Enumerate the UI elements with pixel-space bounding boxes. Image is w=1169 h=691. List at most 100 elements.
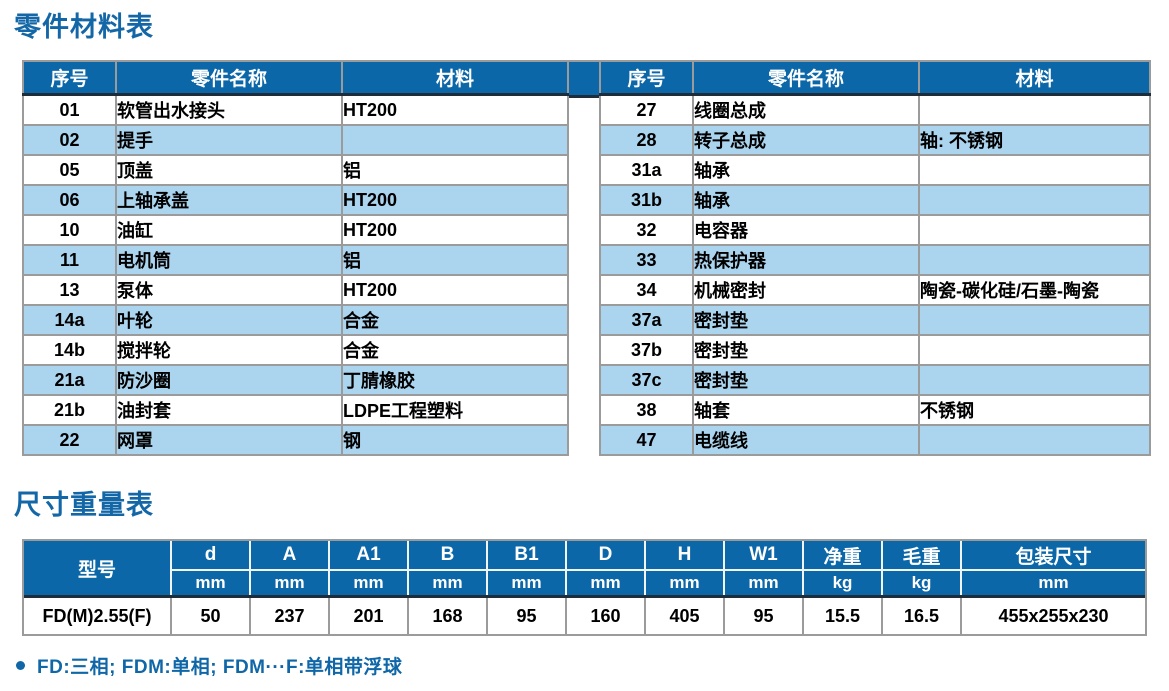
part-number-cell: 05 <box>22 154 117 186</box>
table-row: 27 线圈总成 <box>599 93 1151 126</box>
part-number-cell: 11 <box>22 244 117 276</box>
unit-cell: mm <box>960 569 1145 598</box>
unit-cell: mm <box>249 569 329 598</box>
part-number-cell: 47 <box>599 424 694 456</box>
table-row: 10 油缸 HT200 <box>22 214 569 246</box>
value-cell: 50 <box>170 596 250 634</box>
part-number-cell: 31a <box>599 154 694 186</box>
part-name-cell: 叶轮 <box>115 304 343 336</box>
unit-cell: mm <box>407 569 487 598</box>
part-material-cell <box>341 124 569 156</box>
part-number-cell: 34 <box>599 274 694 306</box>
part-number-cell: 32 <box>599 214 694 246</box>
part-name-cell: 泵体 <box>115 274 343 306</box>
col-header-W1: W1 <box>723 541 803 570</box>
value-cell: 237 <box>249 596 329 634</box>
value-cell: 16.5 <box>881 596 961 634</box>
table-gap-spacer <box>569 60 599 456</box>
part-number-cell: 28 <box>599 124 694 156</box>
part-name-cell: 机械密封 <box>692 274 920 306</box>
part-name-cell: 网罩 <box>115 424 343 456</box>
table-row: 01 软管出水接头 HT200 <box>22 93 569 126</box>
parts-material-table: 序号 零件名称 材料 01 软管出水接头 HT200 02 提手 05 <box>22 60 1151 456</box>
part-name-cell: 软管出水接头 <box>115 93 343 126</box>
dimensions-table-header: 型号 d A A1 B B1 D H W1 净重 毛重 包装尺寸 mm mm m… <box>24 541 1145 598</box>
part-name-cell: 电机筒 <box>115 244 343 276</box>
model-value-cell: FD(M)2.55(F) <box>24 596 171 634</box>
part-name-cell: 搅拌轮 <box>115 334 343 366</box>
table-row: 22 网罩 钢 <box>22 424 569 456</box>
unit-cell: mm <box>486 569 566 598</box>
part-material-cell: 铝 <box>341 154 569 186</box>
part-number-cell: 33 <box>599 244 694 276</box>
unit-cell: mm <box>723 569 803 598</box>
part-name-cell: 防沙圈 <box>115 364 343 396</box>
part-material-cell: HT200 <box>341 274 569 306</box>
part-material-cell: 钢 <box>341 424 569 456</box>
part-number-cell: 14b <box>22 334 117 366</box>
part-number-cell: 37b <box>599 334 694 366</box>
part-name-cell: 密封垫 <box>692 304 920 336</box>
col-header-net-weight: 净重 <box>802 541 882 570</box>
dimensions-table-title: 尺寸重量表 <box>14 490 154 520</box>
table-row: 21a 防沙圈 丁腈橡胶 <box>22 364 569 396</box>
part-name-cell: 提手 <box>115 124 343 156</box>
unit-cell: kg <box>881 569 961 598</box>
parts-table-left-header: 序号 零件名称 材料 <box>22 60 569 96</box>
table-row: 14b 搅拌轮 合金 <box>22 334 569 366</box>
table-row: 06 上轴承盖 HT200 <box>22 184 569 216</box>
unit-cell: kg <box>802 569 882 598</box>
col-header-A: A <box>249 541 329 570</box>
part-material-cell: 陶瓷-碳化硅/石墨-陶瓷 <box>918 274 1151 306</box>
table-row: 13 泵体 HT200 <box>22 274 569 306</box>
table-row: 05 顶盖 铝 <box>22 154 569 186</box>
part-name-cell: 轴承 <box>692 184 920 216</box>
part-number-cell: 31b <box>599 184 694 216</box>
part-name-cell: 电容器 <box>692 214 920 246</box>
col-header-package-size: 包装尺寸 <box>960 541 1145 570</box>
unit-cell: mm <box>328 569 408 598</box>
part-number-cell: 22 <box>22 424 117 456</box>
part-material-cell <box>918 154 1151 186</box>
part-name-cell: 轴承 <box>692 154 920 186</box>
part-name-cell: 油缸 <box>115 214 343 246</box>
table-row: 47 电缆线 <box>599 424 1151 456</box>
table-row: 11 电机筒 铝 <box>22 244 569 276</box>
part-number-cell: 37a <box>599 304 694 336</box>
part-material-cell: 合金 <box>341 334 569 366</box>
table-row: 31a 轴承 <box>599 154 1151 186</box>
table-row: 38 轴套 不锈钢 <box>599 394 1151 426</box>
part-material-cell <box>918 244 1151 276</box>
part-material-cell: 合金 <box>341 304 569 336</box>
col-header-number: 序号 <box>22 60 117 96</box>
part-material-cell <box>918 93 1151 126</box>
part-number-cell: 38 <box>599 394 694 426</box>
col-header-gross-weight: 毛重 <box>881 541 961 570</box>
col-header-material: 材料 <box>918 60 1151 96</box>
dimensions-weight-table: 型号 d A A1 B B1 D H W1 净重 毛重 包装尺寸 mm mm m… <box>22 539 1147 636</box>
col-header-number: 序号 <box>599 60 694 96</box>
unit-cell: mm <box>644 569 724 598</box>
dimensions-table: 型号 d A A1 B B1 D H W1 净重 毛重 包装尺寸 mm mm m… <box>24 541 1145 634</box>
value-cell: 95 <box>723 596 803 634</box>
unit-cell: mm <box>565 569 645 598</box>
part-material-cell: 丁腈橡胶 <box>341 364 569 396</box>
col-header-B: B <box>407 541 487 570</box>
table-row: 32 电容器 <box>599 214 1151 246</box>
value-cell: 15.5 <box>802 596 882 634</box>
table-row: 21b 油封套 LDPE工程塑料 <box>22 394 569 426</box>
col-header-D: D <box>565 541 645 570</box>
col-header-partname: 零件名称 <box>692 60 920 96</box>
part-number-cell: 27 <box>599 93 694 126</box>
value-cell: 405 <box>644 596 724 634</box>
part-number-cell: 21b <box>22 394 117 426</box>
part-material-cell <box>918 304 1151 336</box>
part-material-cell: HT200 <box>341 184 569 216</box>
table-row: 31b 轴承 <box>599 184 1151 216</box>
parts-table-right-header: 序号 零件名称 材料 <box>599 60 1151 96</box>
part-material-cell <box>918 334 1151 366</box>
table-row: 33 热保护器 <box>599 244 1151 276</box>
col-header-B1: B1 <box>486 541 566 570</box>
table-row: 34 机械密封 陶瓷-碳化硅/石墨-陶瓷 <box>599 274 1151 306</box>
part-number-cell: 10 <box>22 214 117 246</box>
